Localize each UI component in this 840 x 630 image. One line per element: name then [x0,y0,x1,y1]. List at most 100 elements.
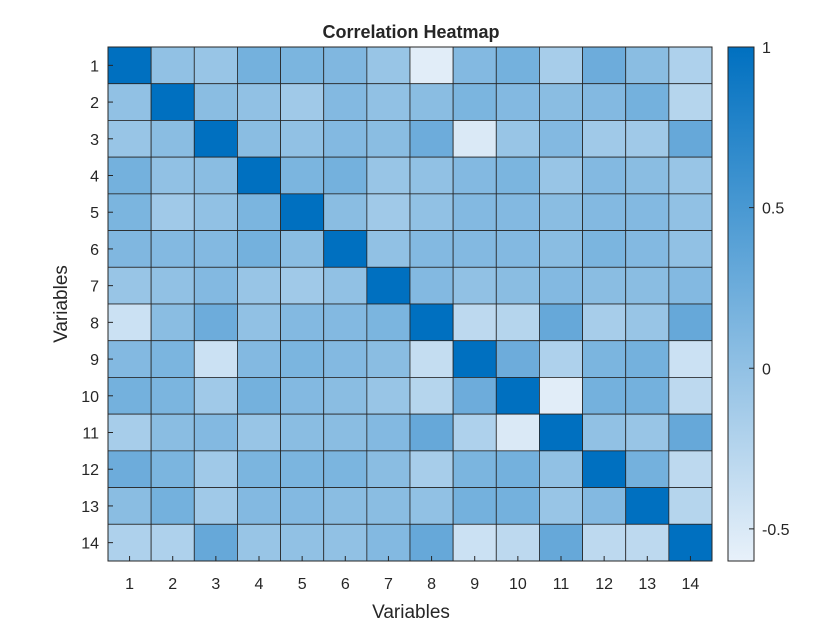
heatmap-cell-r3-c12 [582,120,627,158]
heatmap-cell-r13-c1 [107,487,152,525]
heatmap-cell-r8-c12 [582,303,627,342]
heatmap-cell-r1-c2 [150,46,195,85]
heatmap-cell-r14-c6 [323,523,368,562]
heatmap-cell-r9-c13 [625,340,670,378]
heatmap-cell-r1-c6 [323,46,368,85]
heatmap-cell-r13-c2 [150,487,195,525]
heatmap-cell-r4-c11 [539,156,583,195]
heatmap-cell-r3-c3 [193,120,238,158]
x-tick-label-11: 11 [553,576,570,593]
heatmap-cell-r13-c13 [625,487,670,525]
heatmap-cell-r2-c10 [495,83,540,121]
heatmap-cell-r4-c7 [366,156,411,195]
heatmap-cell-r5-c12 [582,193,627,231]
heatmap-cell-r11-c12 [582,413,627,452]
heatmap-cell-r6-c5 [280,230,325,268]
heatmap-cell-r3-c9 [452,120,497,158]
heatmap-cell-r9-c5 [280,340,325,378]
y-tick-label-1: 1 [90,58,99,75]
heatmap-cell-r5-c7 [366,193,411,231]
heatmap-cell-r10-c1 [107,377,152,415]
chart-title: Correlation Heatmap [322,22,499,42]
heatmap-cell-r6-c12 [582,230,627,268]
colorbar-tick-label: 0 [762,361,771,378]
heatmap-cell-r5-c11 [539,193,583,231]
x-tick-label-4: 4 [255,576,264,593]
y-tick-label-3: 3 [90,132,99,149]
heatmap-cell-r4-c6 [323,156,368,195]
heatmap-cell-r11-c7 [366,413,411,452]
heatmap-cell-r9-c12 [582,340,627,378]
heatmap-cell-r11-c10 [495,413,540,452]
heatmap-cell-r10-c10 [495,377,540,415]
heatmap-cell-r2-c6 [323,83,368,121]
heatmap-cell-r4-c9 [452,156,497,195]
heatmap-cell-r2-c1 [107,83,152,121]
heatmap-cell-r9-c3 [193,340,238,378]
heatmap-cell-r6-c6 [323,230,368,268]
heatmap-cell-r13-c9 [452,487,497,525]
heatmap-cell-r1-c5 [280,46,325,85]
heatmap-cell-r14-c10 [495,523,540,562]
heatmap-cell-r1-c9 [452,46,497,85]
heatmap-cell-r14-c11 [539,523,583,562]
heatmap-cell-r4-c12 [582,156,627,195]
x-tick-label-6: 6 [341,576,350,593]
heatmap-cell-r5-c6 [323,193,368,231]
heatmap-cell-r11-c14 [668,413,713,452]
heatmap-cell-r10-c14 [668,377,713,415]
heatmap-cell-r3-c5 [280,120,325,158]
x-tick-label-7: 7 [384,576,393,593]
x-tick-label-3: 3 [211,576,220,593]
heatmap-cell-r8-c10 [495,303,540,342]
heatmap-cell-r6-c11 [539,230,583,268]
heatmap-cells [107,46,713,562]
y-tick-label-8: 8 [90,315,99,332]
heatmap-cell-r7-c13 [625,266,670,305]
heatmap-cell-r11-c1 [107,413,152,452]
x-tick-label-12: 12 [595,576,613,593]
x-tick-label-8: 8 [427,576,436,593]
heatmap-cell-r13-c8 [409,487,454,525]
heatmap-cell-r5-c8 [409,193,454,231]
heatmap-cell-r2-c13 [625,83,670,121]
heatmap-cell-r13-c11 [539,487,583,525]
heatmap-cell-r8-c4 [237,303,281,342]
x-tick-label-13: 13 [638,576,656,593]
heatmap-cell-r14-c14 [668,523,713,562]
heatmap-cell-r2-c14 [668,83,713,121]
heatmap-cell-r12-c12 [582,450,627,488]
y-tick-label-7: 7 [90,279,99,296]
heatmap-cell-r5-c14 [668,193,713,231]
heatmap-cell-r7-c4 [237,266,281,305]
heatmap-cell-r5-c3 [193,193,238,231]
heatmap-cell-r5-c9 [452,193,497,231]
colorbar-tick-label: 0.5 [762,201,784,218]
x-tick-label-5: 5 [298,576,307,593]
heatmap-cell-r9-c6 [323,340,368,378]
heatmap-cell-r12-c14 [668,450,713,488]
heatmap-cell-r11-c3 [193,413,238,452]
heatmap-cell-r11-c4 [237,413,281,452]
heatmap-cell-r13-c7 [366,487,411,525]
x-axis-ticks: 1 2 3 4 5 6 7 8 9 10 11 12 13 14 [125,556,699,593]
heatmap-cell-r13-c10 [495,487,540,525]
heatmap-cell-r14-c8 [409,523,454,562]
heatmap-cell-r9-c4 [237,340,281,378]
heatmap-cell-r4-c13 [625,156,670,195]
heatmap-cell-r9-c9 [452,340,497,378]
heatmap-cell-r1-c10 [495,46,540,85]
heatmap-cell-r6-c9 [452,230,497,268]
heatmap-cell-r6-c2 [150,230,195,268]
heatmap-cell-r14-c7 [366,523,411,562]
heatmap-cell-r7-c9 [452,266,497,305]
heatmap-cell-r11-c2 [150,413,195,452]
heatmap-cell-r14-c13 [625,523,670,562]
heatmap-cell-r10-c8 [409,377,454,415]
heatmap-cell-r12-c9 [452,450,497,488]
heatmap-cell-r13-c12 [582,487,627,525]
heatmap-cell-r8-c9 [452,303,497,342]
x-tick-label-14: 14 [682,576,700,593]
heatmap-cell-r1-c1 [107,46,152,85]
heatmap-cell-r3-c14 [668,120,713,158]
